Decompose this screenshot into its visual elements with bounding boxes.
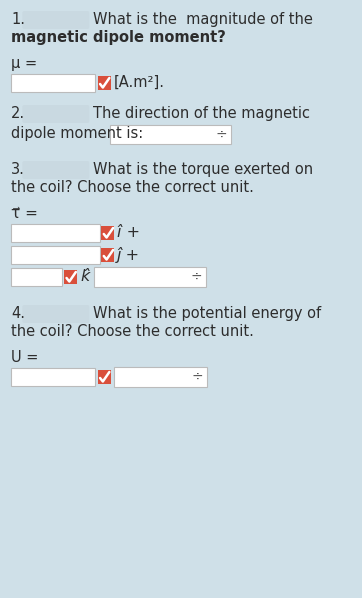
Text: μ =: μ = — [11, 56, 37, 71]
Text: 1.: 1. — [11, 12, 25, 27]
Text: U =: U = — [11, 350, 38, 365]
FancyBboxPatch shape — [101, 248, 114, 262]
Text: What is the  magnitude of the: What is the magnitude of the — [93, 12, 313, 27]
Text: dipole moment is:: dipole moment is: — [11, 126, 143, 141]
Text: ÷: ÷ — [216, 127, 227, 142]
Text: What is the potential energy of: What is the potential energy of — [93, 306, 321, 321]
Text: ÷: ÷ — [190, 270, 202, 284]
Text: 2.: 2. — [11, 106, 25, 121]
Text: The direction of the magnetic: The direction of the magnetic — [93, 106, 310, 121]
FancyBboxPatch shape — [11, 368, 95, 386]
FancyBboxPatch shape — [94, 267, 206, 287]
FancyBboxPatch shape — [22, 305, 89, 323]
FancyBboxPatch shape — [101, 226, 114, 240]
Text: magnetic dipole moment?: magnetic dipole moment? — [11, 30, 226, 45]
FancyBboxPatch shape — [98, 370, 111, 384]
FancyBboxPatch shape — [11, 74, 95, 92]
Text: 4.: 4. — [11, 306, 25, 321]
FancyBboxPatch shape — [11, 224, 100, 242]
FancyBboxPatch shape — [11, 246, 100, 264]
Text: the coil? Choose the correct unit.: the coil? Choose the correct unit. — [11, 324, 254, 339]
FancyBboxPatch shape — [22, 161, 89, 179]
FancyBboxPatch shape — [64, 270, 77, 284]
Text: τ⃗ =: τ⃗ = — [11, 206, 38, 221]
Text: k̂: k̂ — [80, 269, 89, 284]
Text: 3.: 3. — [11, 162, 25, 177]
FancyBboxPatch shape — [98, 76, 111, 90]
FancyBboxPatch shape — [110, 125, 231, 144]
Text: the coil? Choose the correct unit.: the coil? Choose the correct unit. — [11, 180, 254, 195]
Text: ĵ +: ĵ + — [117, 247, 140, 263]
Text: What is the torque exerted on: What is the torque exerted on — [93, 162, 313, 177]
Text: [A.m²].: [A.m²]. — [114, 75, 165, 90]
FancyBboxPatch shape — [22, 105, 89, 123]
FancyBboxPatch shape — [22, 11, 89, 29]
FancyBboxPatch shape — [114, 367, 207, 387]
Text: ÷: ÷ — [191, 370, 203, 384]
Text: î +: î + — [117, 225, 140, 240]
FancyBboxPatch shape — [11, 268, 62, 286]
